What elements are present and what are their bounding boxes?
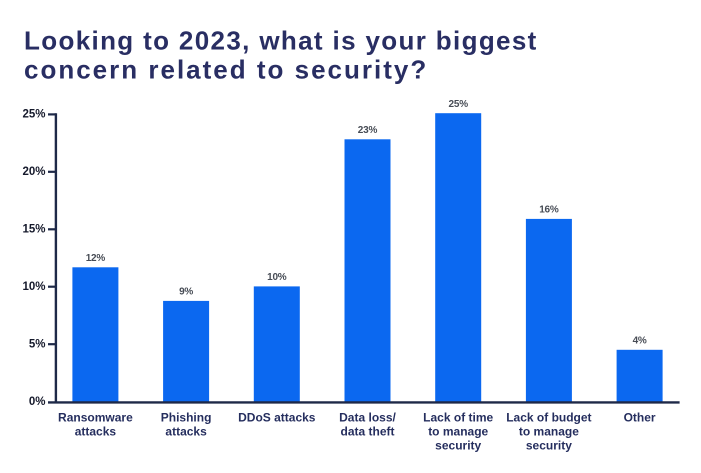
svg-text:to manage: to manage bbox=[519, 425, 579, 439]
svg-text:Data loss/: Data loss/ bbox=[339, 410, 396, 424]
svg-text:security: security bbox=[435, 439, 481, 453]
svg-text:concern related to security?: concern related to security? bbox=[24, 55, 428, 85]
svg-text:5%: 5% bbox=[29, 339, 46, 351]
svg-text:9%: 9% bbox=[179, 287, 193, 298]
svg-text:20%: 20% bbox=[22, 166, 45, 178]
svg-text:Lack of budget: Lack of budget bbox=[506, 410, 591, 424]
svg-text:12%: 12% bbox=[86, 253, 106, 264]
svg-text:to manage: to manage bbox=[428, 425, 488, 439]
svg-text:Ransomware: Ransomware bbox=[58, 410, 133, 424]
svg-text:10%: 10% bbox=[22, 281, 45, 293]
svg-text:23%: 23% bbox=[358, 125, 378, 136]
svg-text:10%: 10% bbox=[267, 272, 287, 283]
svg-text:Other: Other bbox=[624, 410, 656, 424]
svg-text:25%: 25% bbox=[22, 109, 45, 121]
svg-text:Looking to 2023, what is your: Looking to 2023, what is your biggest bbox=[24, 25, 538, 55]
svg-text:15%: 15% bbox=[22, 224, 45, 236]
svg-text:Lack of time: Lack of time bbox=[423, 410, 493, 424]
svg-text:security: security bbox=[526, 439, 572, 453]
svg-text:attacks: attacks bbox=[165, 425, 207, 439]
svg-text:data theft: data theft bbox=[341, 425, 395, 439]
svg-text:4%: 4% bbox=[633, 335, 647, 346]
svg-text:16%: 16% bbox=[539, 205, 559, 216]
svg-text:25%: 25% bbox=[448, 99, 468, 110]
svg-text:DDoS attacks: DDoS attacks bbox=[238, 410, 316, 424]
svg-text:0%: 0% bbox=[29, 396, 46, 408]
svg-text:attacks: attacks bbox=[75, 425, 117, 439]
svg-text:Phishing: Phishing bbox=[161, 410, 212, 424]
